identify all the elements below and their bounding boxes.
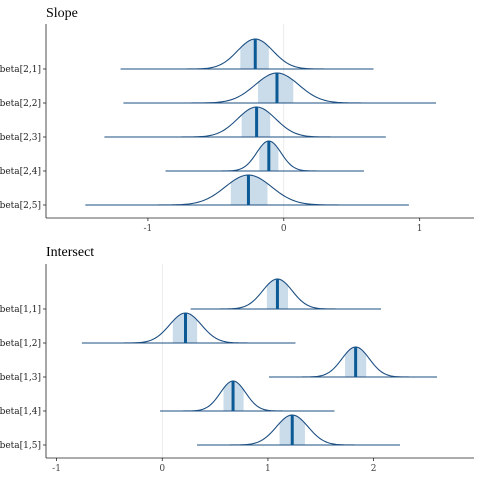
ridge-beta[1,2] bbox=[81, 312, 296, 344]
ridge-beta[2,5] bbox=[85, 174, 409, 206]
x-tick-label: 2 bbox=[371, 464, 377, 474]
density-curve bbox=[190, 278, 381, 310]
ridge-beta[2,3] bbox=[104, 106, 386, 138]
y-tick-label: beta[2,2] bbox=[0, 99, 41, 109]
y-tick-label: beta[2,5] bbox=[0, 201, 41, 211]
panel-0: Slope beta[2,1] beta[2,2] beta[2,3] beta[2,4… bbox=[0, 6, 474, 234]
x-tick-label: 0 bbox=[159, 464, 165, 474]
panel-title: Slope bbox=[46, 6, 78, 21]
density-curve bbox=[120, 38, 374, 70]
density-curve bbox=[197, 414, 401, 446]
density-curve bbox=[104, 106, 386, 138]
x-tick-label: -1 bbox=[52, 464, 61, 474]
ridge-beta[2,2] bbox=[123, 72, 436, 104]
density-curve bbox=[81, 312, 296, 344]
density-curve bbox=[160, 380, 335, 412]
x-tick-label: -1 bbox=[144, 224, 153, 234]
y-tick-label: beta[1,4] bbox=[0, 407, 41, 417]
density-curve bbox=[268, 346, 438, 378]
x-tick-label: 1 bbox=[417, 224, 423, 234]
y-tick-label: beta[1,3] bbox=[0, 373, 41, 383]
ridge-beta[1,4] bbox=[160, 380, 335, 412]
ridge-beta[2,4] bbox=[165, 140, 364, 172]
x-tick-label: 0 bbox=[281, 224, 287, 234]
ridge-beta[1,5] bbox=[197, 414, 401, 446]
density-curve bbox=[123, 72, 436, 104]
panel-title: Intersect bbox=[46, 245, 94, 260]
y-tick-label: beta[1,1] bbox=[0, 305, 41, 315]
ridge-beta[1,3] bbox=[268, 346, 438, 378]
ridge-beta[1,1] bbox=[190, 278, 382, 310]
y-tick-label: beta[2,1] bbox=[0, 65, 41, 75]
y-tick-label: beta[2,4] bbox=[0, 167, 41, 177]
y-tick-label: beta[2,3] bbox=[0, 133, 41, 143]
ridge-beta[2,1] bbox=[120, 38, 374, 70]
y-tick-label: beta[1,5] bbox=[0, 441, 41, 451]
y-tick-label: beta[1,2] bbox=[0, 339, 41, 349]
density-curve bbox=[165, 140, 364, 172]
panel-1: Intersect beta[1,1] beta[1,2] beta[1,3] beta… bbox=[0, 245, 474, 474]
x-tick-label: 1 bbox=[265, 464, 271, 474]
